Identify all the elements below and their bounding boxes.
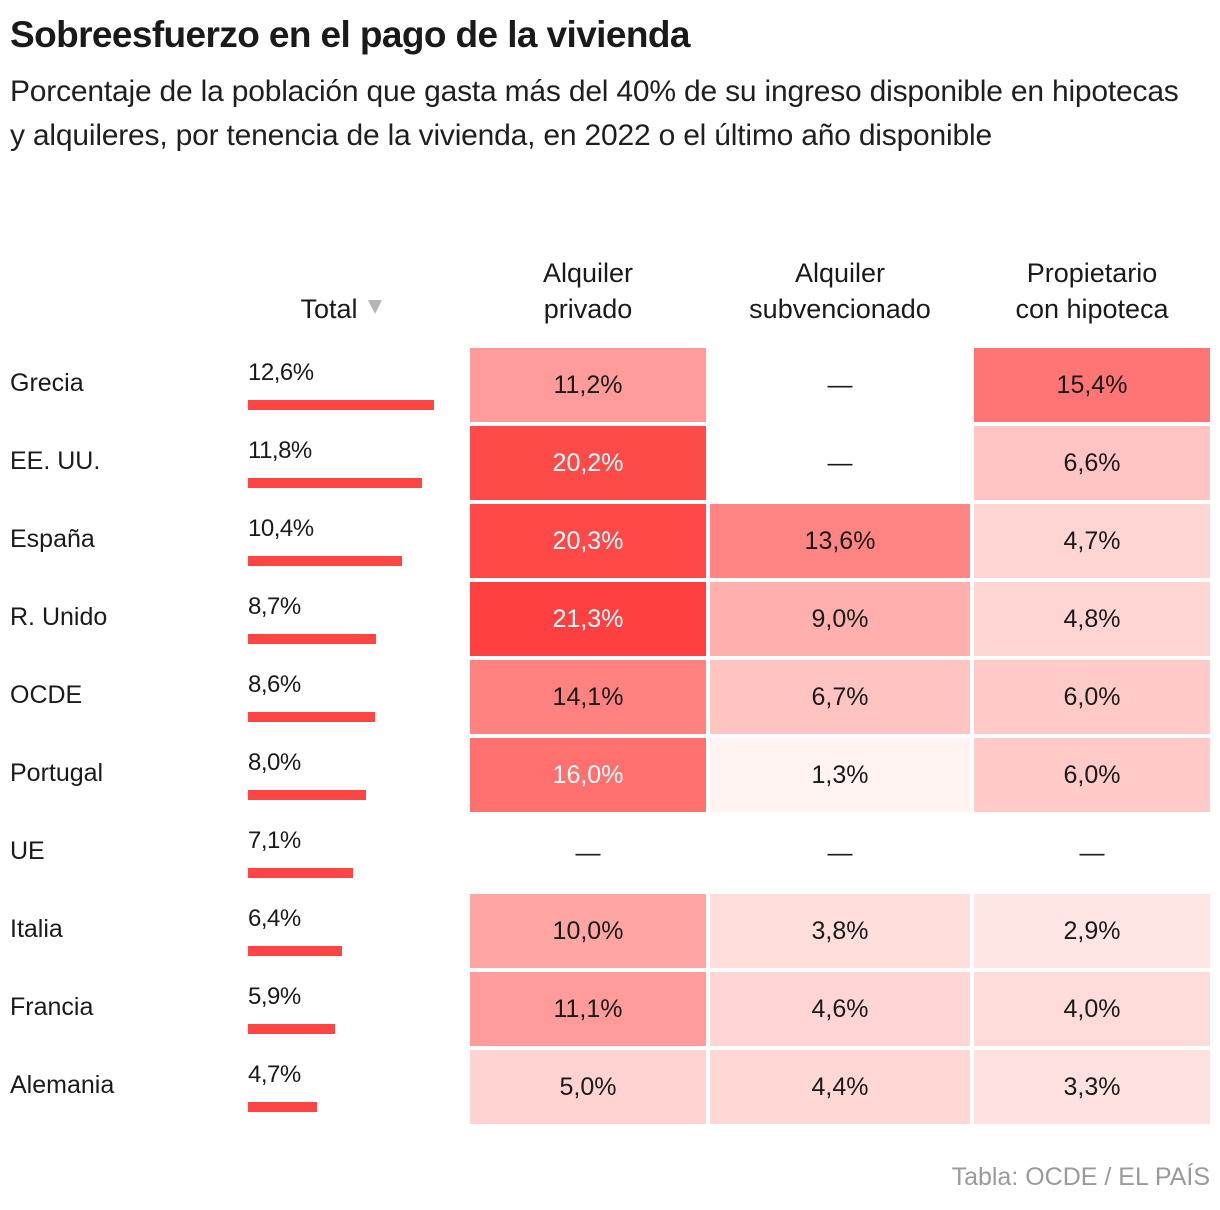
column-header-alquiler-subvencionado[interactable]: Alquiler subvencionado xyxy=(710,255,970,327)
heat-cell-alquiler-subvencionado: 3,8% xyxy=(710,894,970,968)
total-value-label: 8,6% xyxy=(248,671,301,698)
heat-cell-alquiler-privado: 20,2% xyxy=(470,426,706,500)
total-bar xyxy=(248,634,377,644)
heat-cell-propietario-con-hipoteca: — xyxy=(1079,838,1105,867)
heat-cell-alquiler-subvencionado: — xyxy=(827,838,853,867)
column-header-alquiler-privado[interactable]: Alquiler privado xyxy=(470,255,706,327)
table-row: España 10,4% 20,3% 13,6% 4,7% xyxy=(0,504,1220,578)
total-bar xyxy=(248,790,367,800)
column-header-line: privado xyxy=(543,294,633,324)
heat-cell-alquiler-subvencionado: — xyxy=(827,448,853,477)
country-label: Alemania xyxy=(10,1071,115,1099)
heat-cell-alquiler-privado: 20,3% xyxy=(470,504,706,578)
country-label: EE. UU. xyxy=(10,447,101,475)
heat-cell-propietario-con-hipoteca: 15,4% xyxy=(974,348,1210,422)
heat-cell-alquiler-privado: 14,1% xyxy=(470,660,706,734)
column-header-line: Alquiler xyxy=(794,258,886,288)
sort-descending-icon[interactable] xyxy=(367,300,382,314)
column-header-total-label: Total xyxy=(300,294,358,324)
heat-cell-alquiler-subvencionado: 6,7% xyxy=(710,660,970,734)
column-header-line: con hipoteca xyxy=(1015,294,1169,324)
total-bar xyxy=(248,556,402,566)
country-label: Italia xyxy=(10,915,63,943)
table-row: UE 7,1% — — — xyxy=(0,816,1220,890)
heat-cell-alquiler-privado: 11,2% xyxy=(470,348,706,422)
table-row: Alemania 4,7% 5,0% 4,4% 3,3% xyxy=(0,1050,1220,1124)
column-header-line: Alquiler xyxy=(542,258,634,288)
total-value-label: 12,6% xyxy=(248,359,314,386)
table-row: Italia 6,4% 10,0% 3,8% 2,9% xyxy=(0,894,1220,968)
table-row: Portugal 8,0% 16,0% 1,3% 6,0% xyxy=(0,738,1220,812)
heat-cell-alquiler-privado: 10,0% xyxy=(470,894,706,968)
column-header-line: subvencionado xyxy=(749,294,931,324)
country-label: R. Unido xyxy=(10,603,108,631)
country-label: Portugal xyxy=(10,759,104,787)
column-header-total[interactable]: Total xyxy=(248,291,434,327)
total-bar xyxy=(248,1024,336,1034)
heat-cell-alquiler-subvencionado: — xyxy=(827,370,853,399)
source-note: Tabla: OCDE / EL PAÍS xyxy=(951,1163,1210,1191)
heat-cell-alquiler-subvencionado: 4,4% xyxy=(710,1050,970,1124)
table-row: OCDE 8,6% 14,1% 6,7% 6,0% xyxy=(0,660,1220,734)
heat-cell-alquiler-subvencionado: 9,0% xyxy=(710,582,970,656)
total-value-label: 8,0% xyxy=(248,749,301,776)
heat-cell-propietario-con-hipoteca: 4,0% xyxy=(974,972,1210,1046)
heat-cell-alquiler-privado: 5,0% xyxy=(470,1050,706,1124)
country-label: Francia xyxy=(10,993,94,1021)
column-header-line: Propietario xyxy=(1026,258,1158,288)
country-label: OCDE xyxy=(10,681,83,709)
total-bar xyxy=(248,400,434,410)
total-value-label: 11,8% xyxy=(248,437,312,464)
heat-cell-alquiler-privado: 16,0% xyxy=(470,738,706,812)
heat-cell-propietario-con-hipoteca: 4,8% xyxy=(974,582,1210,656)
total-value-label: 7,1% xyxy=(248,827,301,854)
heat-cell-alquiler-privado: 11,1% xyxy=(470,972,706,1046)
total-value-label: 5,9% xyxy=(248,983,301,1010)
heat-cell-propietario-con-hipoteca: 6,6% xyxy=(974,426,1210,500)
total-bar xyxy=(248,478,423,488)
table-row: EE. UU. 11,8% 20,2% — 6,6% xyxy=(0,426,1220,500)
heat-cell-alquiler-subvencionado: 13,6% xyxy=(710,504,970,578)
heat-cell-alquiler-subvencionado: 4,6% xyxy=(710,972,970,1046)
table-row: Francia 5,9% 11,1% 4,6% 4,0% xyxy=(0,972,1220,1046)
heat-cell-propietario-con-hipoteca: 6,0% xyxy=(974,660,1210,734)
total-value-label: 6,4% xyxy=(248,905,301,932)
heat-cell-propietario-con-hipoteca: 4,7% xyxy=(974,504,1210,578)
table-row: R. Unido 8,7% 21,3% 9,0% 4,8% xyxy=(0,582,1220,656)
heat-cell-propietario-con-hipoteca: 3,3% xyxy=(974,1050,1210,1124)
heat-cell-alquiler-subvencionado: 1,3% xyxy=(710,738,970,812)
total-value-label: 10,4% xyxy=(248,515,314,542)
total-value-label: 4,7% xyxy=(248,1061,301,1088)
chart-subtitle: Porcentaje de la población que gasta más… xyxy=(10,75,1179,152)
heat-cell-propietario-con-hipoteca: 2,9% xyxy=(974,894,1210,968)
total-bar xyxy=(248,946,343,956)
country-label: España xyxy=(10,525,95,553)
chart-title: Sobreesfuerzo en el pago de la vivienda xyxy=(10,14,690,55)
heat-cell-alquiler-privado: — xyxy=(575,838,601,867)
table-row: Grecia 12,6% 11,2% — 15,4% xyxy=(0,348,1220,422)
heat-cell-propietario-con-hipoteca: 6,0% xyxy=(974,738,1210,812)
heat-cell-alquiler-privado: 21,3% xyxy=(470,582,706,656)
total-bar xyxy=(248,712,375,722)
country-label: UE xyxy=(10,837,45,865)
total-value-label: 8,7% xyxy=(248,593,301,620)
total-bar xyxy=(248,1102,318,1112)
total-bar xyxy=(248,868,353,878)
column-header-propietario-con-hipoteca[interactable]: Propietario con hipoteca xyxy=(974,255,1210,327)
country-label: Grecia xyxy=(10,369,84,397)
